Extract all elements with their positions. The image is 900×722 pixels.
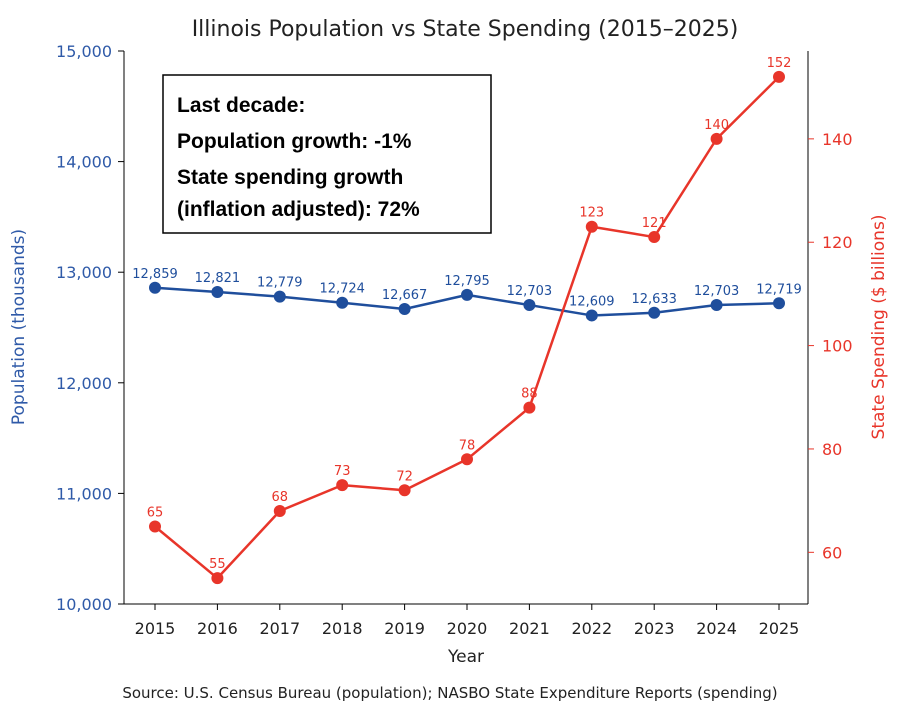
spending-point (710, 132, 723, 145)
population-point (149, 281, 161, 294)
spending-point (273, 504, 286, 517)
x-tick-label: 2018 (322, 619, 363, 638)
spending-data-label: 55 (209, 557, 226, 572)
population-data-label: 12,667 (382, 288, 428, 303)
population-data-label: 12,719 (756, 282, 802, 297)
y-left-tick-label: 12,000 (56, 374, 112, 393)
y-left-tick-label: 14,000 (56, 153, 112, 172)
spending-data-label: 68 (272, 490, 289, 505)
spending-data-label: 78 (459, 438, 476, 453)
axes: 2015 2016 2017 2018 2019 2020 2021 2022 2023 2024… (56, 42, 853, 638)
spending-series: 65 55 68 73 72 78 88 123 121 140 152 (147, 56, 792, 585)
x-tick-label: 2016 (197, 619, 238, 638)
spending-point (585, 220, 598, 233)
population-point (773, 297, 785, 310)
x-tick-label: 2015 (135, 619, 176, 638)
spending-point (211, 572, 224, 585)
spending-point (398, 484, 411, 497)
x-tick-label: 2022 (571, 619, 612, 638)
y-left-tick-label: 11,000 (56, 484, 112, 503)
x-tick-label: 2017 (259, 619, 300, 638)
spending-data-label: 73 (334, 464, 351, 479)
y-right-tick-label: 120 (822, 233, 853, 252)
spending-point (648, 231, 661, 244)
x-tick-label: 2024 (696, 619, 737, 638)
spending-data-label: 121 (642, 216, 667, 231)
population-point (648, 306, 661, 319)
x-tick-label: 2025 (759, 619, 800, 638)
x-tick-label: 2020 (447, 619, 488, 638)
y-right-tick-label: 80 (822, 440, 842, 459)
spending-data-label: 140 (704, 118, 729, 133)
population-point (523, 299, 536, 312)
spending-point (773, 70, 785, 83)
population-point (398, 303, 411, 316)
population-data-label: 12,703 (694, 284, 740, 299)
population-series: 12,859 12,821 12,779 12,724 12,667 12,795 12,7… (132, 267, 802, 322)
population-data-label: 12,703 (507, 284, 553, 299)
chart-title: Illinois Population vs State Spending (2… (192, 17, 739, 42)
spending-data-label: 123 (579, 206, 604, 221)
population-data-label: 12,859 (132, 267, 178, 282)
population-data-label: 12,779 (257, 276, 303, 291)
population-point (336, 296, 349, 309)
spending-data-label: 152 (767, 56, 792, 71)
population-data-label: 12,633 (631, 292, 677, 307)
y-left-tick-label: 15,000 (56, 42, 112, 61)
annotation-box: Last decade: Population growth: -1% Stat… (162, 74, 492, 234)
x-tick-label: 2021 (509, 619, 550, 638)
y-right-tick-label: 140 (822, 130, 853, 149)
spending-point (461, 453, 473, 466)
source-note: Source: U.S. Census Bureau (population);… (122, 684, 777, 702)
population-data-label: 12,795 (444, 274, 490, 289)
annotation-line-4: (inflation adjusted): 72% (177, 198, 420, 221)
annotation-line-2: Population growth: -1% (177, 130, 412, 153)
y-right-axis-label: State Spending ($ billions) (869, 215, 889, 440)
y-left-tick-label: 13,000 (56, 263, 112, 282)
population-point (211, 285, 224, 298)
population-point (710, 299, 723, 312)
population-point (461, 288, 473, 301)
population-point (585, 309, 598, 322)
population-data-label: 12,821 (195, 271, 241, 286)
spending-data-label: 88 (521, 387, 538, 402)
y-right-tick-label: 100 (822, 337, 853, 356)
x-tick-label: 2023 (634, 619, 675, 638)
annotation-line-3: State spending growth (177, 166, 403, 189)
spending-data-label: 72 (396, 469, 413, 484)
population-data-label: 12,609 (569, 294, 615, 309)
spending-data-label: 65 (147, 505, 164, 520)
population-data-label: 12,724 (319, 282, 365, 297)
x-tick-label: 2019 (384, 619, 425, 638)
y-left-tick-label: 10,000 (56, 595, 112, 614)
x-axis-label: Year (447, 647, 484, 667)
spending-point (523, 401, 536, 414)
spending-point (336, 479, 349, 492)
annotation-line-1: Last decade: (177, 94, 305, 117)
population-point (273, 290, 286, 303)
y-right-tick-label: 60 (822, 543, 842, 562)
spending-point (149, 520, 161, 533)
y-left-axis-label: Population (thousands) (9, 229, 29, 425)
